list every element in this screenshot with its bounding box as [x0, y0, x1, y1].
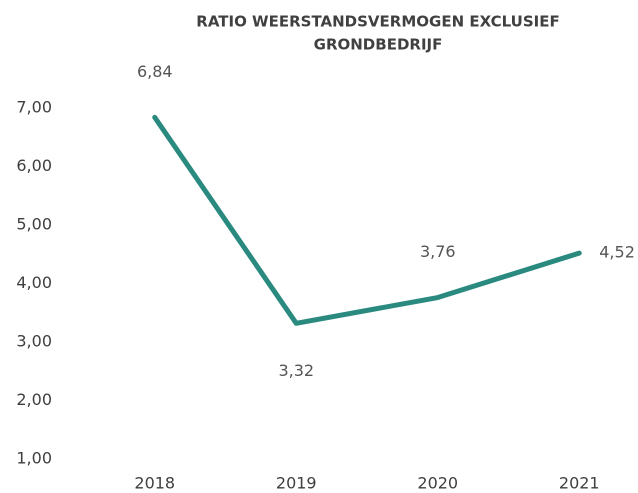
x-tick-label: 2020	[417, 474, 458, 493]
y-tick-label: 5,00	[16, 215, 52, 234]
y-tick-label: 2,00	[16, 390, 52, 409]
y-tick-label: 4,00	[16, 273, 52, 292]
x-tick-label: 2018	[134, 474, 175, 493]
x-tick-label: 2019	[276, 474, 317, 493]
y-tick-label: 6,00	[16, 156, 52, 175]
y-tick-label: 3,00	[16, 332, 52, 351]
data-label: 6,84	[137, 62, 173, 81]
data-label: 3,32	[278, 361, 314, 380]
y-tick-label: 7,00	[16, 98, 52, 117]
chart-title: RATIO WEERSTANDSVERMOGEN EXCLUSIEF	[196, 13, 559, 31]
chart-title: GRONDBEDRIJF	[314, 36, 443, 54]
y-tick-label: 1,00	[16, 449, 52, 468]
data-label: 4,52	[599, 243, 635, 262]
data-label: 3,76	[420, 242, 456, 261]
line	[152, 114, 582, 326]
x-tick-label: 2021	[559, 474, 600, 493]
